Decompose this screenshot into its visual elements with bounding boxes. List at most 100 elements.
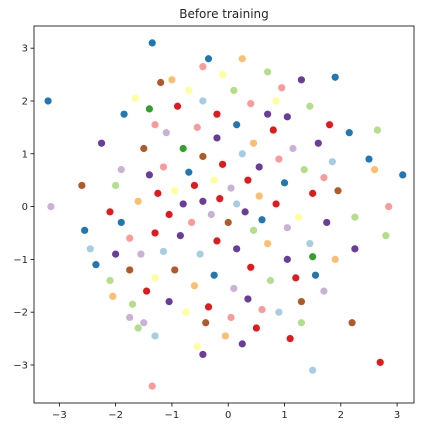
y-tick-label: −2 [13,308,28,319]
x-tick-label: 0 [225,410,231,421]
scatter-point [140,319,148,327]
scatter-point [171,187,179,195]
scatter-point [249,139,258,147]
scatter-point [328,158,336,166]
scatter-point [137,250,145,258]
scatter-point [199,97,207,105]
scatter-point [238,150,246,158]
scatter-point [126,234,134,242]
scatter-point [306,102,314,110]
scatter-point [190,181,199,190]
y-tick-label: 0 [22,202,28,213]
scatter-point [323,218,331,227]
scatter-point [182,308,190,316]
scatter-point [213,237,221,245]
scatter-point [106,276,114,285]
scatter-point [210,176,218,184]
scatter-point [193,342,201,351]
scatter-point [306,239,314,248]
scatter-point [224,218,232,227]
scatter-point [258,216,266,224]
scatter-point [159,247,168,256]
scatter-point [134,324,142,332]
scatter-point [244,176,252,184]
x-tick-label: 2 [338,410,344,421]
plot-frame [33,25,415,404]
scatter-point [238,340,246,348]
scatter-point [47,202,55,211]
scatter-point [399,171,407,179]
scatter-point [204,55,213,63]
scatter-point [385,202,393,211]
scatter-point [112,181,120,190]
scatter-point [309,253,317,261]
scatter-point [218,160,227,168]
scatter-point [247,263,255,271]
scatter-point [193,123,201,131]
scatter-point [199,197,207,205]
scatter-point [188,218,196,227]
scatter-point [106,208,114,216]
scatter-point [292,274,300,282]
scatter-point [162,129,170,137]
scatter-point [145,171,154,179]
scatter-point [218,70,227,79]
scatter-point [97,139,106,147]
scatter-point [269,126,277,134]
scatter-point [185,86,193,95]
scatter-point [264,239,272,248]
scatter-point [258,305,266,314]
scatter-point [210,271,218,279]
points-layer [44,39,407,390]
scatter-point [233,200,241,208]
x-tick-label: −2 [108,410,123,421]
scatter-point [334,187,342,195]
scatter-point [348,319,356,327]
scatter-point [202,319,210,327]
scatter-point [207,210,215,219]
scatter-point [272,200,280,208]
scatter-point [283,224,291,232]
scatter-point [382,232,390,240]
scatter-point [297,319,306,327]
scatter-point [365,155,373,163]
x-tick-label: −3 [52,410,67,421]
scatter-point [297,298,306,306]
scatter-point [345,129,353,137]
scatter-point [376,358,384,366]
scatter-point [233,121,241,129]
scatter-point [148,382,156,390]
scatter-point [351,213,359,221]
scatter-point [142,287,151,295]
scatter-point [216,195,224,203]
scatter-point [278,84,286,92]
scatter-point [272,97,280,105]
y-tick-label: 3 [22,44,28,55]
scatter-point [255,163,263,171]
scatter-point [151,274,159,282]
scatter-point [190,282,199,290]
scatter-point [241,208,249,216]
scatter-point [112,250,120,258]
y-tick-label: 1 [22,149,28,160]
y-axis: −3 −2 −1 0 1 2 3 [13,44,34,371]
y-tick-label: 2 [22,96,28,107]
scatter-point [238,55,246,63]
scatter-point [120,110,128,118]
scatter-point [264,68,272,76]
scatter-point [294,213,303,221]
scatter-point [264,110,272,118]
scatter-point [165,210,173,219]
scatter-point [266,276,275,285]
scatter-point [213,134,221,142]
scatter-point [165,298,173,306]
scatter-point [247,100,255,108]
y-tick-label: −3 [13,360,28,371]
scatter-point [92,261,100,269]
scatter-point [128,300,137,308]
scatter-point [309,189,317,197]
y-tick-label: −1 [13,255,28,266]
scatter-point [275,308,283,316]
scatter-point [286,334,294,343]
